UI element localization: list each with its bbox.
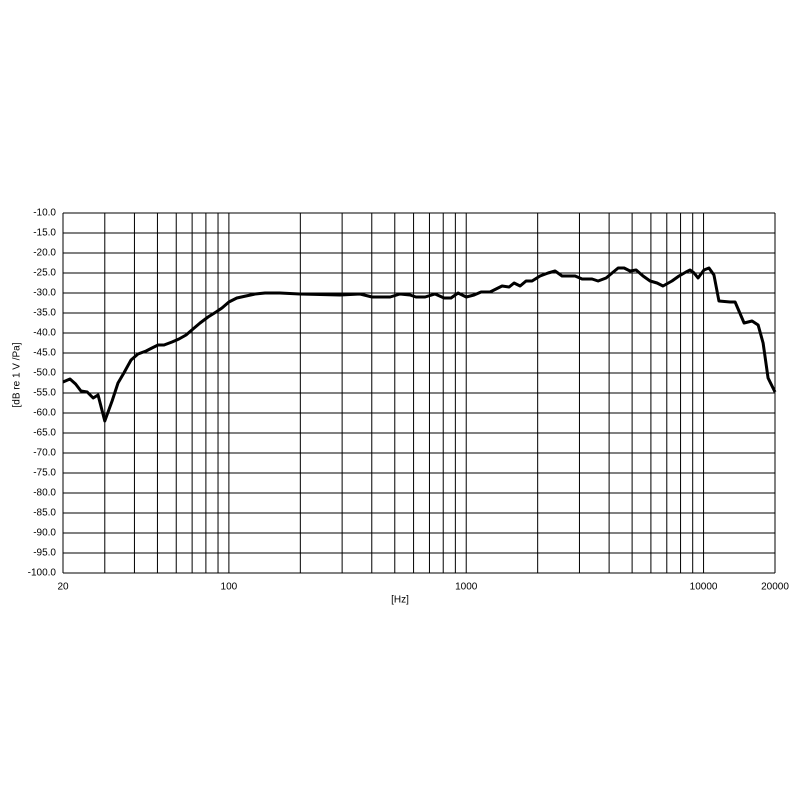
y-tick-label: -50.0	[33, 368, 56, 379]
x-tick-label: 20000	[761, 582, 789, 593]
x-tick-label: 100	[221, 582, 238, 593]
y-tick-label: -90.0	[33, 528, 56, 539]
y-tick-label: -30.0	[33, 288, 56, 299]
y-tick-label: -10.0	[33, 208, 56, 219]
y-tick-label: -85.0	[33, 508, 56, 519]
y-tick-label: -70.0	[33, 448, 56, 459]
y-tick-label: -95.0	[33, 548, 56, 559]
y-tick-label: -100.0	[28, 568, 57, 579]
x-tick-label: 20	[57, 582, 69, 593]
x-axis-label: [Hz]	[391, 595, 409, 606]
y-tick-label: -40.0	[33, 328, 56, 339]
x-tick-label: 1000	[455, 582, 478, 593]
y-tick-label: -20.0	[33, 248, 56, 259]
y-tick-label: -45.0	[33, 348, 56, 359]
y-tick-label: -25.0	[33, 268, 56, 279]
response-line	[62, 266, 777, 423]
y-tick-label: -15.0	[33, 228, 56, 239]
x-tick-label: 10000	[690, 582, 718, 593]
y-tick-label: -55.0	[33, 388, 56, 399]
y-tick-label: -80.0	[33, 488, 56, 499]
y-tick-label: -35.0	[33, 308, 56, 319]
y-tick-label: -60.0	[33, 408, 56, 419]
y-tick-label: -65.0	[33, 428, 56, 439]
y-tick-label: -75.0	[33, 468, 56, 479]
y-axis-label: [dB re 1 V /Pa]	[12, 342, 23, 407]
